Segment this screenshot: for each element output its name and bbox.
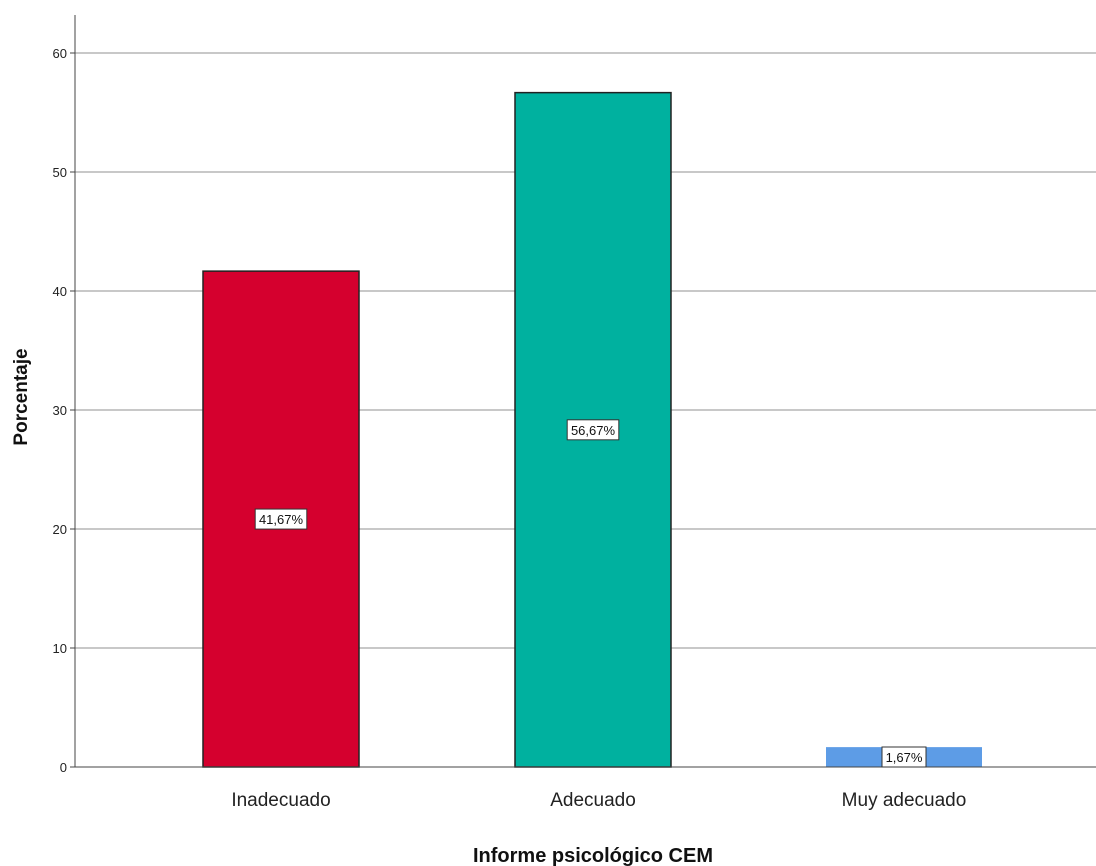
y-tick-label: 50 bbox=[53, 165, 67, 180]
y-tick-label: 20 bbox=[53, 522, 67, 537]
y-tick-label: 40 bbox=[53, 284, 67, 299]
data-label: 41,67% bbox=[254, 508, 308, 530]
x-tick-label: Muy adecuado bbox=[842, 790, 967, 811]
data-label: 56,67% bbox=[566, 419, 620, 441]
data-label-box bbox=[566, 419, 620, 441]
x-tick-labels: Inadecuado Adecuado Muy adecuado bbox=[231, 790, 966, 811]
data-labels: 41,67% 56,67% 1,67% bbox=[254, 419, 927, 768]
data-label-box bbox=[881, 746, 927, 768]
data-label-text: 41,67% bbox=[259, 512, 304, 527]
data-label: 1,67% bbox=[881, 746, 927, 768]
y-axis-title: Porcentaje bbox=[11, 348, 32, 445]
data-label-text: 1,67% bbox=[886, 750, 923, 765]
data-label-box bbox=[254, 508, 308, 530]
y-tick-label: 10 bbox=[53, 641, 67, 656]
y-tick-label: 0 bbox=[60, 760, 67, 775]
x-axis-title: Informe psicológico CEM bbox=[473, 845, 713, 866]
x-tick-label: Adecuado bbox=[550, 790, 636, 811]
y-tick-labels: 0 10 20 30 40 50 60 bbox=[53, 46, 75, 775]
y-tick-label: 60 bbox=[53, 46, 67, 61]
data-label-text: 56,67% bbox=[571, 423, 616, 438]
x-tick-label: Inadecuado bbox=[231, 790, 330, 811]
y-tick-label: 30 bbox=[53, 403, 67, 418]
